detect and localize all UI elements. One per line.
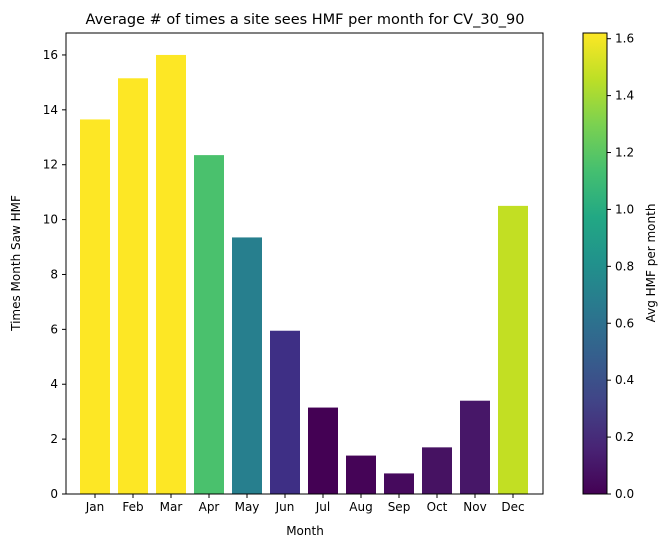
bars-group [80,54,528,495]
colorbar-tick-label: 1.0 [615,202,634,216]
y-tick-label: 2 [50,432,58,446]
x-tick-label: May [235,500,260,514]
y-axis-label: Times Month Saw HMF [9,195,23,332]
y-axis-ticks: 0 2 4 6 8 10 12 14 16 [43,48,66,501]
x-tick-label: Oct [427,500,448,514]
colorbar [582,32,608,495]
x-tick-label: Nov [463,500,486,514]
y-tick-label: 10 [43,213,58,227]
x-tick-label: Apr [199,500,220,514]
colorbar-tick-label: 1.2 [615,146,634,160]
bar-apr [194,155,224,495]
bar-sep [384,473,414,494]
x-tick-label: Jun [275,500,295,514]
colorbar-tick-label: 0.0 [615,487,634,501]
chart-title: Average # of times a site sees HMF per m… [86,12,525,28]
colorbar-label: Avg HMF per month [644,204,658,323]
colorbar-tick-label: 0.2 [615,430,634,444]
bar-jan [80,119,110,494]
bar-jun [270,330,300,494]
y-tick-label: 4 [50,377,58,391]
colorbar-tick-label: 0.8 [615,259,634,273]
x-tick-label: Dec [501,500,524,514]
bar-nov [460,400,490,494]
colorbar-tick-label: 1.6 [615,32,634,46]
x-tick-label: Feb [122,500,143,514]
x-tick-label: Sep [388,500,411,514]
y-tick-label: 12 [43,158,58,172]
bar-jul [308,407,338,494]
y-tick-label: 8 [50,267,58,281]
bar-dec [498,205,528,494]
x-tick-label: Jul [315,500,330,514]
x-tick-label: Jan [85,500,105,514]
bar-may [232,237,262,494]
y-tick-label: 0 [50,487,58,501]
colorbar-tick-label: 0.4 [615,373,634,387]
x-tick-label: Mar [160,500,183,514]
y-tick-label: 16 [43,48,58,62]
bar-feb [118,78,148,494]
colorbar-ticks: 0.0 0.2 0.4 0.6 0.8 1.0 1.2 1.4 1.6 [607,32,634,501]
bar-mar [156,54,186,494]
y-tick-label: 14 [43,103,58,117]
x-axis-ticks: Jan Feb Mar Apr May Jun Jul Aug Sep Oct Nov Dec [85,494,525,514]
x-tick-label: Aug [349,500,372,514]
colorbar-tick-label: 0.6 [615,316,634,330]
x-axis-label: Month [286,524,324,538]
bar-aug [346,455,376,494]
plot-area-frame [65,32,544,495]
colorbar-tick-label: 1.4 [615,89,634,103]
y-tick-label: 6 [50,322,58,336]
bar-oct [422,447,452,494]
